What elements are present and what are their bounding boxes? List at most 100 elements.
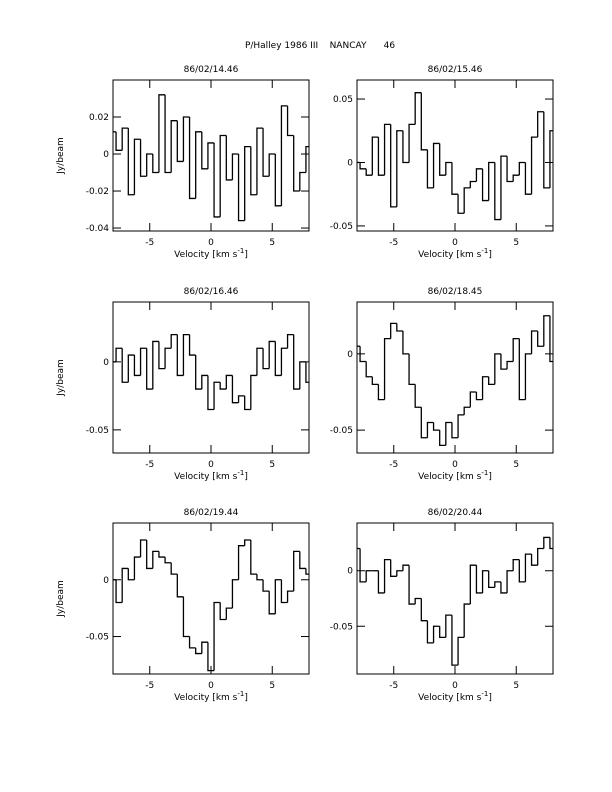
spectrum-step bbox=[543, 315, 550, 347]
x-axis-label: Velocity [km s-1] bbox=[174, 690, 248, 703]
spectrum-step bbox=[195, 355, 202, 390]
x-axis-label-end: ] bbox=[488, 250, 492, 260]
spectrum-step bbox=[158, 94, 166, 173]
spectrum-step bbox=[244, 145, 251, 221]
spectrum-step bbox=[280, 347, 288, 376]
spectrum-step bbox=[207, 375, 215, 411]
x-axis-label-sup: -1 bbox=[237, 247, 244, 255]
spectrum-step bbox=[396, 570, 403, 577]
x-axis-label: Velocity [km s-1] bbox=[174, 469, 248, 482]
x-tick-label: 0 bbox=[208, 238, 214, 248]
spectrum-step bbox=[237, 545, 245, 580]
spectrum-step bbox=[207, 142, 215, 169]
x-tick-label: 5 bbox=[269, 238, 275, 248]
x-axis-label-text: Velocity [km s bbox=[418, 250, 482, 260]
spectrum-step bbox=[286, 105, 294, 137]
spectrum-step bbox=[408, 565, 416, 605]
y-tick-label: 0 bbox=[103, 576, 109, 586]
spectrum-step bbox=[457, 636, 465, 666]
y-tick-label: 0 bbox=[347, 350, 353, 360]
spectrum-step bbox=[408, 123, 416, 163]
spectrum-step bbox=[488, 376, 495, 386]
spectrum-step bbox=[158, 551, 166, 558]
spectrum-step bbox=[305, 145, 309, 173]
x-tick-label: -5 bbox=[145, 681, 154, 691]
x-axis-label-end: ] bbox=[244, 472, 248, 482]
x-tick-label: 5 bbox=[269, 460, 275, 470]
panel-title: 86/02/20.44 bbox=[428, 508, 483, 518]
spectrum-step bbox=[158, 341, 166, 370]
spectrum-step bbox=[506, 570, 514, 593]
spectrum-step bbox=[286, 590, 294, 603]
x-axis-label-text: Velocity [km s bbox=[174, 472, 238, 482]
x-tick-label: 0 bbox=[452, 460, 458, 470]
panel-title: 86/02/16.46 bbox=[184, 287, 239, 297]
spectrum-step bbox=[377, 137, 385, 176]
x-tick-label: 0 bbox=[208, 681, 214, 691]
spectrum-step bbox=[439, 143, 446, 176]
spectrum-step bbox=[127, 354, 135, 383]
spectrum-step bbox=[475, 168, 483, 182]
spectrum-step bbox=[402, 564, 410, 571]
spectrum-step bbox=[500, 353, 508, 370]
spectrum-step bbox=[176, 574, 184, 598]
spectrum-step bbox=[488, 161, 495, 201]
spectrum-step bbox=[139, 139, 147, 177]
spectrum-step bbox=[432, 422, 440, 431]
x-axis-label-text: Velocity [km s bbox=[174, 250, 238, 260]
spectrum-step bbox=[414, 384, 422, 408]
spectrum-step bbox=[201, 374, 208, 390]
x-axis-label-text: Velocity [km s bbox=[174, 693, 238, 703]
x-tick-label: 5 bbox=[513, 460, 519, 470]
panel-title: 86/02/14.46 bbox=[184, 65, 239, 75]
spectrum-step bbox=[188, 636, 196, 649]
spectrum-step bbox=[139, 539, 147, 558]
spectrum-step bbox=[390, 559, 397, 577]
x-tick-label: 5 bbox=[269, 681, 275, 691]
spectrum-step bbox=[408, 353, 416, 386]
spectrum-step bbox=[390, 124, 397, 208]
x-axis-label-end: ] bbox=[488, 693, 492, 703]
spectrum-step bbox=[463, 187, 471, 214]
spectrum-step bbox=[445, 161, 452, 176]
spectrum-step bbox=[268, 340, 276, 369]
x-axis-label: Velocity [km s-1] bbox=[174, 247, 248, 260]
spectrum-step bbox=[414, 92, 422, 125]
spectrum-step bbox=[299, 171, 306, 192]
spectrum-step bbox=[182, 596, 190, 638]
y-tick-label: 0 bbox=[103, 150, 109, 160]
x-tick-label: 0 bbox=[452, 238, 458, 248]
spectrum-step bbox=[182, 333, 190, 376]
spectrum-step bbox=[549, 537, 553, 550]
spectrum-step bbox=[207, 642, 215, 672]
y-tick-label: -0.02 bbox=[86, 187, 109, 197]
spectrum-step bbox=[549, 130, 553, 188]
spectrum-step bbox=[512, 174, 520, 182]
spectrum-step bbox=[256, 127, 264, 195]
x-tick-label: 5 bbox=[513, 238, 519, 248]
spectrum-step bbox=[115, 347, 123, 362]
x-tick-label: 0 bbox=[208, 460, 214, 470]
spectrum-step bbox=[274, 579, 282, 614]
y-tick-label: 0.05 bbox=[333, 95, 353, 105]
spectrum-step bbox=[262, 128, 270, 177]
spectrum-step bbox=[537, 547, 544, 566]
spectrum-step bbox=[170, 120, 178, 173]
spectrum-step bbox=[481, 570, 489, 593]
x-axis-label-sup: -1 bbox=[481, 247, 488, 255]
spectrum-step bbox=[530, 554, 538, 566]
spectrum-step bbox=[305, 568, 309, 575]
y-tick-label: -0.04 bbox=[86, 224, 110, 234]
spectrum-step bbox=[219, 602, 227, 621]
spectrum-step bbox=[383, 558, 391, 593]
spectrum-step bbox=[305, 361, 309, 383]
spectrum-step bbox=[299, 551, 306, 570]
spectrum-step bbox=[133, 556, 141, 580]
y-tick-label: 0 bbox=[103, 358, 109, 368]
y-tick-label: 0.02 bbox=[89, 113, 109, 123]
spectrum-step bbox=[494, 353, 501, 385]
spectrum-step bbox=[195, 131, 202, 199]
spectrum-step bbox=[402, 330, 410, 355]
spectrum-step bbox=[299, 361, 306, 390]
